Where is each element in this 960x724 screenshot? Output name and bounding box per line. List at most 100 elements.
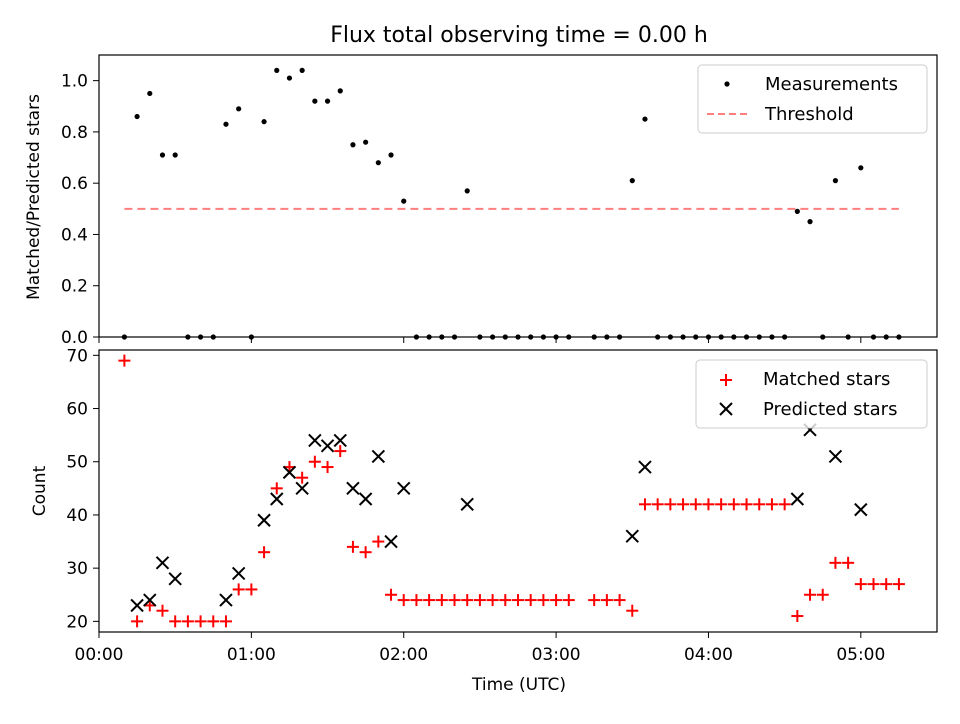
top-y-axis-label: Matched/Predicted stars [24,94,44,300]
matched-star-point [804,588,817,601]
matched-star-point [880,578,893,591]
matched-star-point [854,578,867,591]
measurement-point [401,198,407,204]
matched-star-point [677,498,690,511]
measurement-point [642,116,648,122]
matched-star-point [765,498,778,511]
bottom-legend-box [695,359,928,429]
matched-star-point [702,498,715,511]
matched-star-point [753,498,766,511]
matched-star-point [118,354,131,367]
legend-predicted-marker [719,402,733,416]
matched-star-point [791,610,804,623]
matched-star-point [727,498,740,511]
predicted-star-point [854,502,868,517]
measurement-point [223,121,229,127]
predicted-star-point [790,492,805,506]
legend-matched-marker [720,374,732,386]
predicted-star-point [625,529,639,543]
bottom-x-tick-label: 04:00 [684,645,733,665]
matched-star-point [131,615,144,628]
matched-star-point [499,594,512,607]
measurement-point [159,152,166,158]
x-axis-label: Time (UTC) [471,675,566,695]
bottom-y-tick-label: 30 [66,559,88,579]
matched-star-point [664,498,677,511]
legend-measurements-label: Measurements [765,74,898,95]
matched-star-point [435,594,448,607]
bottom-axes: 20 30 40 50 60 70 00:00 01:00 02:00 03:00 04:00 05:… [30,346,938,695]
bottom-legend: Matched stars Predicted stars [695,359,928,429]
matched-star-point [778,498,791,511]
matched-star-point [207,615,220,628]
predicted-star-point [219,593,233,607]
measurement-point [464,188,470,194]
matched-star-point [473,594,486,607]
matched-star-point [512,594,524,607]
matched-star-point [346,540,359,553]
predicted-star-point [346,481,360,496]
predicted-star-point [460,497,474,512]
matched-star-point [245,583,258,596]
bottom-y-axis-label: Count [30,465,50,516]
matched-star-point [524,594,537,607]
top-y-tick-label: 0.0 [61,328,88,348]
matched-star-point [181,615,194,628]
matched-star-point [232,583,245,596]
matched-star-point [219,615,232,628]
measurement-point [363,139,369,145]
predicted-star-point [371,449,386,464]
matched-star-point [270,482,283,495]
measurement-point [172,152,178,158]
matched-star-point [829,556,842,569]
measurement-point [629,178,635,184]
matched-star-point [410,594,423,607]
bottom-plot-area [118,354,905,628]
matched-star-point [308,455,321,468]
predicted-star-point [828,449,843,464]
measurement-point [312,98,318,104]
matched-star-point [842,556,855,569]
top-y-tick-label: 0.2 [61,277,88,297]
bottom-tick-labels: 20 30 40 50 60 70 00:00 01:00 02:00 03:00 04:00 05:… [66,346,885,665]
matched-star-point [537,594,550,607]
bottom-y-tick-label: 20 [66,612,88,632]
matched-star-point [321,461,334,474]
measurement-point [274,67,280,73]
measurement-point [299,67,305,73]
matched-star-point [423,594,436,607]
measurement-point [324,98,331,104]
predicted-star-point [130,598,144,613]
matched-star-point [169,615,182,628]
predicted-star-point [282,465,297,480]
legend-matched-label: Matched stars [763,369,890,390]
legend-predicted-label: Predicted stars [763,399,897,420]
predicted-star-point [333,433,347,448]
predicted-star-point [320,439,335,453]
top-axes: 0.0 0.2 0.4 0.6 0.8 1.0 Matched/Predicted sta… [24,54,938,348]
matched-star-point [550,594,563,607]
measurement-point [261,119,267,125]
matched-star-point [689,498,702,511]
bottom-axes-frame [98,349,938,633]
matched-star-point [486,594,499,607]
measurement-point [375,160,381,166]
top-y-tick-label: 0.8 [61,123,88,143]
matched-star-point [562,594,575,607]
top-legend-box [697,64,928,134]
matched-star-point [600,594,613,607]
predicted-star-point [308,433,322,448]
measurement-point [286,75,293,81]
predicted-star-point [168,572,182,586]
matched-star-point [613,594,626,607]
bottom-y-tick-label: 50 [66,453,88,473]
measurement-point [388,152,394,158]
matched-star-point [397,594,410,607]
matched-star-point [296,471,309,484]
bottom-x-tick-label: 00:00 [75,645,124,665]
matched-star-point [359,546,372,559]
matched-star-point [448,594,461,607]
bottom-x-tick-label: 02:00 [379,645,428,665]
matched-star-point [638,498,651,511]
